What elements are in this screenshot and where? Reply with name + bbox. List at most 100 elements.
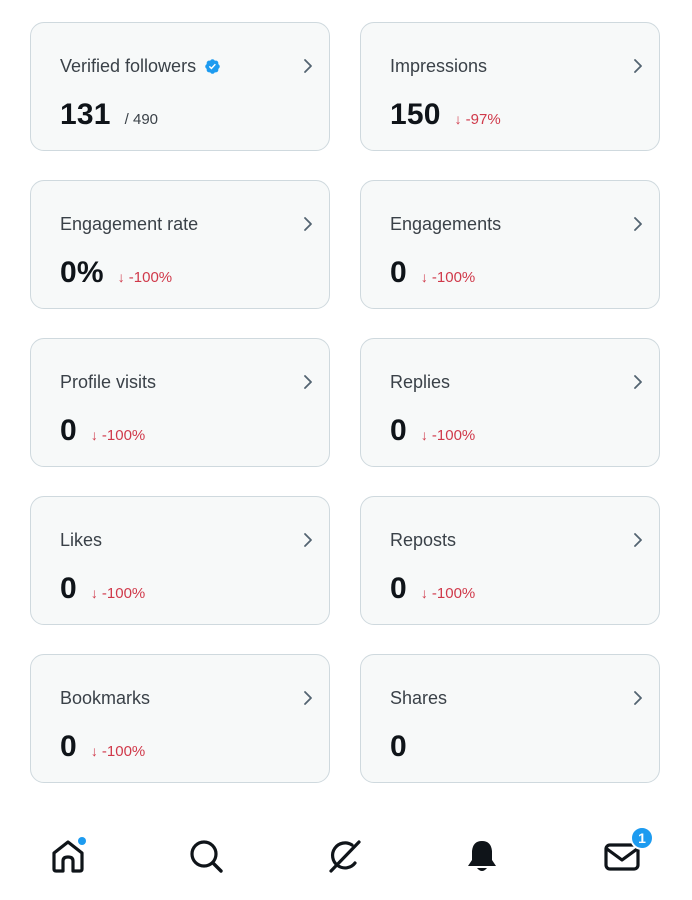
card-replies[interactable]: Replies 0 ↓ -100% — [360, 338, 660, 467]
card-verified-followers[interactable]: Verified followers 131 / 490 — [30, 22, 330, 151]
card-value: 0 — [390, 256, 407, 289]
card-value: 0 — [390, 730, 407, 763]
nav-messages[interactable]: 1 — [600, 826, 654, 878]
card-title-row: Likes — [60, 530, 102, 551]
card-title: Engagement rate — [60, 214, 199, 234]
card-value-row: 0 — [390, 730, 407, 764]
chevron-right-icon — [304, 59, 312, 73]
card-value-row: 150 ↓ -97% — [390, 98, 501, 132]
card-title: Bookmarks — [60, 688, 151, 708]
card-title: Likes — [60, 530, 103, 550]
card-value-row: 0 ↓ -100% — [390, 572, 475, 606]
card-change: ↓ -100% — [91, 585, 145, 602]
grok-icon — [329, 840, 361, 873]
analytics-card-grid: Verified followers 131 / 490 Impressions… — [30, 22, 660, 783]
card-value-row: 0% ↓ -100% — [60, 256, 172, 290]
card-value-row: 0 ↓ -100% — [60, 414, 145, 448]
card-title-row: Verified followers — [60, 56, 221, 77]
chevron-right-icon — [304, 375, 312, 389]
card-title-row: Impressions — [390, 56, 487, 77]
change-percent: -100% — [128, 269, 173, 286]
chevron-right-icon — [304, 691, 312, 705]
card-bookmarks[interactable]: Bookmarks 0 ↓ -100% — [30, 654, 330, 783]
card-value-row: 0 ↓ -100% — [60, 730, 145, 764]
card-value: 0% — [60, 256, 104, 289]
change-percent: -100% — [431, 427, 476, 444]
verified-badge-icon — [205, 59, 220, 74]
chevron-right-icon — [634, 59, 642, 73]
card-change: ↓ -100% — [118, 269, 172, 286]
card-shares[interactable]: Shares 0 — [360, 654, 660, 783]
down-arrow-icon: ↓ — [420, 585, 428, 601]
card-title-row: Bookmarks — [60, 688, 150, 709]
card-change: ↓ -100% — [91, 743, 145, 760]
down-arrow-icon: ↓ — [117, 269, 125, 285]
down-arrow-icon: ↓ — [90, 427, 98, 443]
change-percent: -100% — [431, 585, 476, 602]
card-value: 0 — [60, 572, 77, 605]
card-value: 0 — [60, 414, 77, 447]
change-percent: -100% — [101, 427, 146, 444]
bottom-navigation-bar: 1 — [0, 800, 692, 900]
card-title-row: Replies — [390, 372, 450, 393]
down-arrow-icon: ↓ — [90, 585, 98, 601]
card-value: 0 — [390, 572, 407, 605]
home-icon — [52, 840, 84, 873]
card-impressions[interactable]: Impressions 150 ↓ -97% — [360, 22, 660, 151]
card-title: Reposts — [390, 530, 457, 550]
down-arrow-icon: ↓ — [420, 269, 428, 285]
envelope-icon — [604, 843, 640, 871]
card-change: ↓ -100% — [421, 585, 475, 602]
change-percent: -97% — [465, 111, 501, 128]
down-arrow-icon: ↓ — [90, 743, 98, 759]
card-change: ↓ -100% — [421, 427, 475, 444]
card-title: Verified followers — [60, 56, 197, 76]
card-title-row: Profile visits — [60, 372, 156, 393]
nav-grok[interactable] — [322, 834, 366, 878]
change-percent: -100% — [101, 585, 146, 602]
card-title-row: Reposts — [390, 530, 456, 551]
card-title: Replies — [390, 372, 451, 392]
card-change: ↓ -100% — [91, 427, 145, 444]
chevron-right-icon — [634, 217, 642, 231]
search-icon — [190, 840, 223, 873]
card-value-row: 131 / 490 — [60, 98, 158, 132]
chevron-right-icon — [304, 217, 312, 231]
card-title-row: Engagements — [390, 214, 501, 235]
card-title-row: Shares — [390, 688, 447, 709]
unread-count-badge: 1 — [630, 826, 654, 850]
card-reposts[interactable]: Reposts 0 ↓ -100% — [360, 496, 660, 625]
card-value: 131 — [60, 98, 111, 131]
unread-dot-indicator — [78, 837, 86, 845]
card-value: 0 — [390, 414, 407, 447]
nav-search[interactable] — [184, 834, 228, 878]
nav-notifications[interactable] — [460, 834, 504, 878]
card-engagements[interactable]: Engagements 0 ↓ -100% — [360, 180, 660, 309]
card-engagement-rate[interactable]: Engagement rate 0% ↓ -100% — [30, 180, 330, 309]
card-change: ↓ -100% — [421, 269, 475, 286]
card-title: Impressions — [390, 56, 488, 76]
card-value: 150 — [390, 98, 441, 131]
chevron-right-icon — [634, 375, 642, 389]
card-value: 0 — [60, 730, 77, 763]
card-title-row: Engagement rate — [60, 214, 198, 235]
card-change: ↓ -97% — [455, 111, 501, 128]
card-value-row: 0 ↓ -100% — [390, 256, 475, 290]
card-profile-visits[interactable]: Profile visits 0 ↓ -100% — [30, 338, 330, 467]
change-percent: -100% — [101, 743, 146, 760]
down-arrow-icon: ↓ — [420, 427, 428, 443]
bell-icon — [468, 841, 496, 871]
card-title: Engagements — [390, 214, 502, 234]
card-title: Shares — [390, 688, 448, 708]
card-likes[interactable]: Likes 0 ↓ -100% — [30, 496, 330, 625]
card-value-row: 0 ↓ -100% — [390, 414, 475, 448]
card-total: / 490 — [124, 111, 159, 128]
chevron-right-icon — [304, 533, 312, 547]
nav-home[interactable] — [46, 834, 90, 878]
down-arrow-icon: ↓ — [454, 111, 462, 127]
card-title: Profile visits — [60, 372, 157, 392]
chevron-right-icon — [634, 691, 642, 705]
change-percent: -100% — [431, 269, 476, 286]
chevron-right-icon — [634, 533, 642, 547]
card-value-row: 0 ↓ -100% — [60, 572, 145, 606]
